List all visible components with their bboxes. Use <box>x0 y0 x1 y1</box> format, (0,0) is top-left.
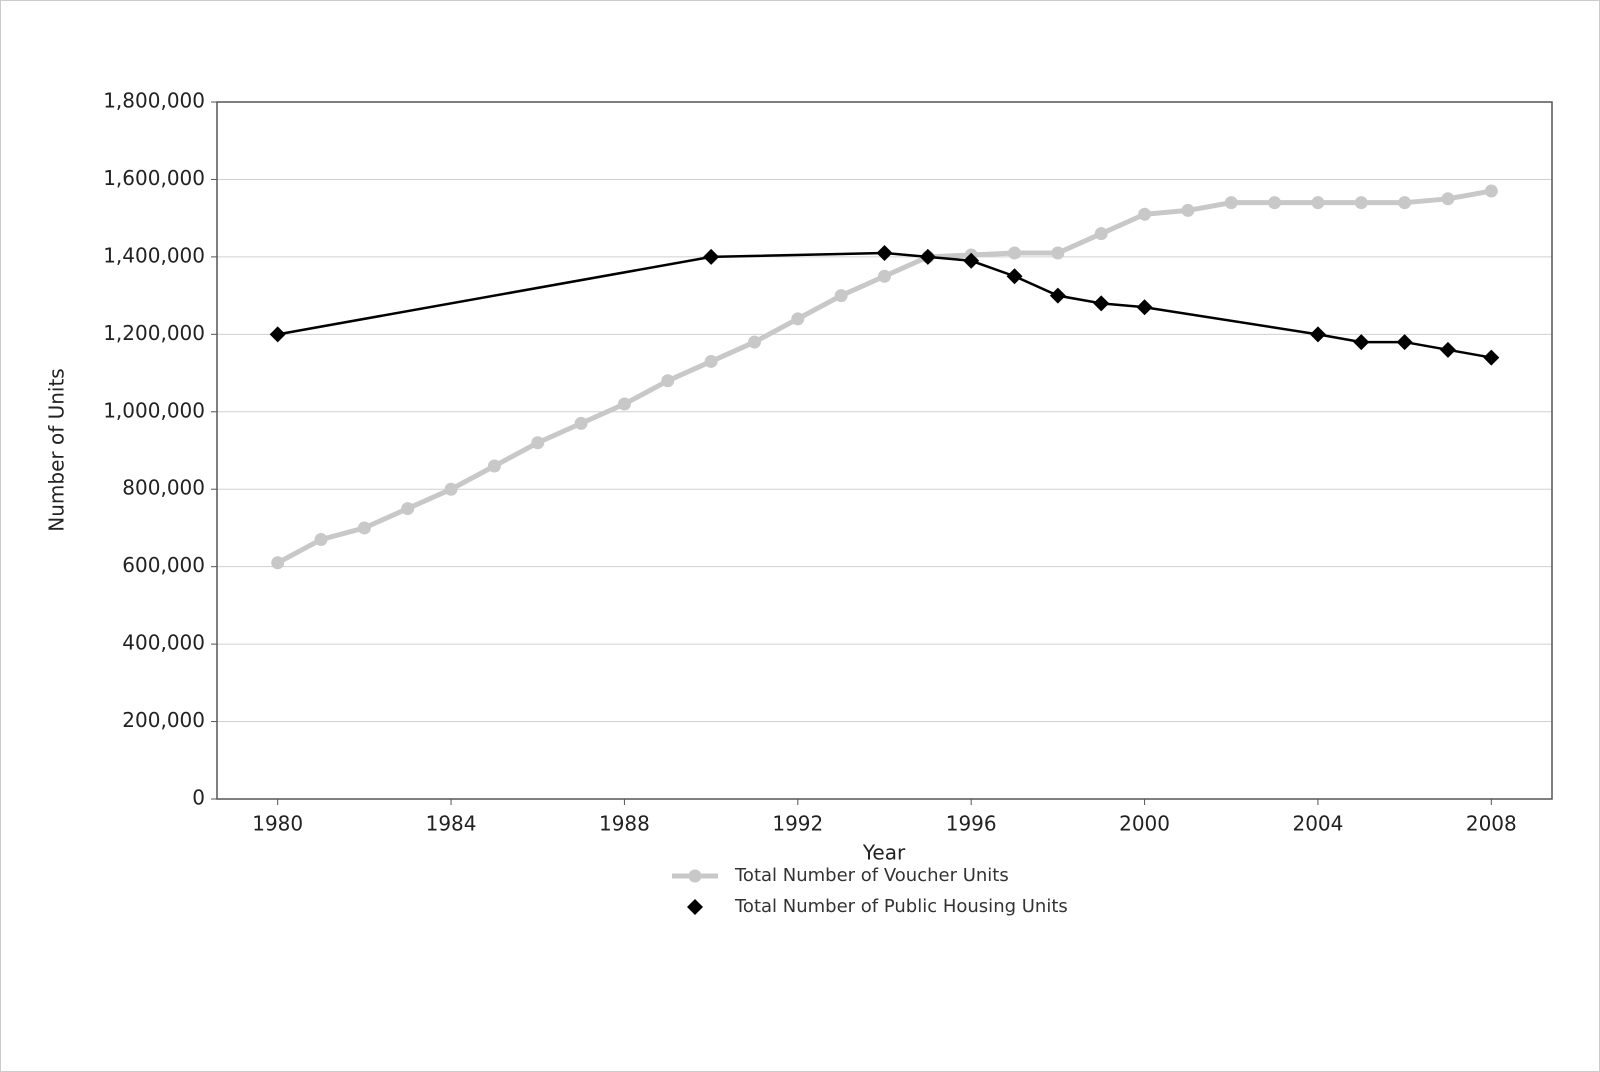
y-tick-label: 800,000 <box>122 476 205 500</box>
legend: Total Number of Voucher Units Total Numbe… <box>672 865 1068 917</box>
marker <box>1094 227 1108 241</box>
marker <box>1483 349 1500 366</box>
marker <box>1311 196 1325 210</box>
marker <box>1049 287 1066 304</box>
y-axis-label: Number of Units <box>45 368 69 531</box>
marker <box>878 269 891 283</box>
legend-label: Total Number of Voucher Units <box>734 865 1009 886</box>
x-tick-label: 2004 <box>1292 812 1343 836</box>
y-tick-label: 200,000 <box>122 708 205 732</box>
x-tick-label: 1988 <box>599 812 650 836</box>
x-tick-label: 1980 <box>252 812 303 836</box>
marker <box>617 397 631 411</box>
plot-border <box>216 101 1553 800</box>
marker <box>1136 299 1153 316</box>
marker <box>444 482 458 496</box>
x-tick-label: 1992 <box>772 812 823 836</box>
marker <box>704 354 718 368</box>
marker <box>876 245 893 262</box>
marker <box>1268 196 1282 210</box>
y-tick-label: 1,800,000 <box>103 89 205 113</box>
marker <box>1093 295 1110 312</box>
marker <box>1051 246 1065 260</box>
marker <box>487 459 501 473</box>
marker <box>401 502 415 516</box>
marker <box>1138 207 1152 221</box>
marker <box>1008 246 1022 260</box>
x-axis-label: Year <box>862 841 906 865</box>
legend-label: Total Number of Public Housing Units <box>734 896 1068 917</box>
marker <box>1181 203 1195 217</box>
marker <box>574 416 588 430</box>
y-tick-label: 1,200,000 <box>103 321 205 345</box>
marker <box>703 248 720 265</box>
x-tick-label: 2008 <box>1466 812 1517 836</box>
marker <box>1224 196 1238 210</box>
marker <box>269 326 286 343</box>
marker <box>963 252 980 269</box>
x-tick-label: 1984 <box>426 812 477 836</box>
marker <box>271 556 285 570</box>
marker <box>919 248 936 265</box>
marker <box>314 533 328 547</box>
x-tick-label: 2000 <box>1119 812 1170 836</box>
marker <box>1484 184 1498 198</box>
y-tick-label: 400,000 <box>122 631 205 655</box>
marker <box>357 521 371 535</box>
marker <box>1398 196 1412 210</box>
y-tick-label: 1,000,000 <box>103 398 205 422</box>
x-tick-label: 1996 <box>946 812 997 836</box>
marker <box>1439 341 1456 358</box>
marker <box>1396 334 1413 351</box>
marker <box>747 335 761 349</box>
legend-marker <box>687 899 703 915</box>
marker <box>531 436 545 450</box>
y-tick-label: 600,000 <box>122 553 205 577</box>
marker <box>1354 196 1368 210</box>
y-tick-label: 0 <box>192 786 205 810</box>
marker <box>1006 268 1023 285</box>
marker <box>1353 334 1370 351</box>
marker <box>1309 326 1326 343</box>
marker <box>1441 192 1455 206</box>
marker <box>791 312 805 326</box>
marker <box>834 289 848 303</box>
y-tick-label: 1,400,000 <box>103 243 205 267</box>
legend-marker <box>688 869 702 883</box>
marker <box>661 374 675 388</box>
y-tick-label: 1,600,000 <box>103 166 205 190</box>
